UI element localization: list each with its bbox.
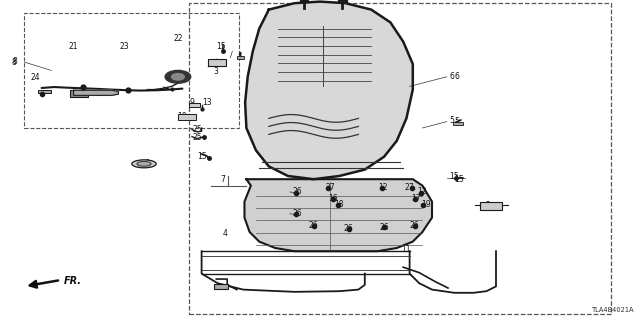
Text: 15: 15 <box>216 42 226 51</box>
Text: 25: 25 <box>192 125 202 134</box>
Bar <box>178 114 196 120</box>
Text: 13: 13 <box>202 98 212 107</box>
Text: 18: 18 <box>335 200 344 209</box>
Circle shape <box>172 74 184 80</box>
Text: 26: 26 <box>292 188 303 196</box>
Text: 21: 21 <box>69 42 78 51</box>
Text: 5: 5 <box>237 53 243 62</box>
Text: 2: 2 <box>485 201 490 210</box>
Bar <box>480 202 502 210</box>
Text: 27: 27 <box>325 183 335 192</box>
Text: 26: 26 <box>344 224 354 233</box>
Bar <box>70 90 88 97</box>
Text: 5: 5 <box>454 117 460 126</box>
Ellipse shape <box>137 162 151 166</box>
Text: 19: 19 <box>420 200 431 209</box>
Text: TLA4B4021A: TLA4B4021A <box>593 307 635 313</box>
Bar <box>453 122 463 125</box>
Bar <box>237 56 244 59</box>
Polygon shape <box>244 179 432 251</box>
Text: 22: 22 <box>173 34 182 43</box>
Bar <box>189 3 611 314</box>
Text: 12: 12 <box>417 188 426 196</box>
Bar <box>189 103 200 107</box>
Ellipse shape <box>132 160 156 168</box>
Text: 15: 15 <box>454 175 464 184</box>
Bar <box>300 0 308 2</box>
Text: 25: 25 <box>192 133 202 142</box>
Text: 1: 1 <box>145 159 150 168</box>
Bar <box>208 59 226 66</box>
Text: 24: 24 <box>30 73 40 82</box>
Text: 12: 12 <box>378 183 387 192</box>
Text: 26: 26 <box>410 221 420 230</box>
Text: 26: 26 <box>379 223 389 232</box>
Text: 7: 7 <box>220 175 225 184</box>
Text: 15: 15 <box>196 152 207 161</box>
Text: 2: 2 <box>486 202 491 211</box>
Bar <box>38 90 51 93</box>
Text: 26: 26 <box>292 209 303 218</box>
Text: 5: 5 <box>449 116 454 125</box>
Bar <box>338 0 347 2</box>
Text: 9: 9 <box>189 98 195 107</box>
Text: 4: 4 <box>223 229 228 238</box>
Text: 8: 8 <box>12 58 16 67</box>
Text: FR.: FR. <box>64 276 82 286</box>
Circle shape <box>165 70 191 83</box>
Text: 8: 8 <box>13 57 17 66</box>
Text: 6: 6 <box>454 72 460 81</box>
Text: 17: 17 <box>411 194 421 203</box>
Text: 15: 15 <box>449 172 459 181</box>
Polygon shape <box>245 2 413 179</box>
Text: 23: 23 <box>120 42 130 51</box>
Text: 10: 10 <box>177 112 188 121</box>
Text: 27: 27 <box>404 183 415 192</box>
Polygon shape <box>74 90 118 95</box>
Text: 6: 6 <box>449 72 454 81</box>
Text: 16: 16 <box>328 194 338 203</box>
Text: 26: 26 <box>308 221 319 230</box>
Text: 3: 3 <box>214 67 219 76</box>
Bar <box>214 284 228 289</box>
Text: 11: 11 <box>402 245 411 254</box>
Text: 20: 20 <box>166 73 177 82</box>
Bar <box>24 13 239 128</box>
